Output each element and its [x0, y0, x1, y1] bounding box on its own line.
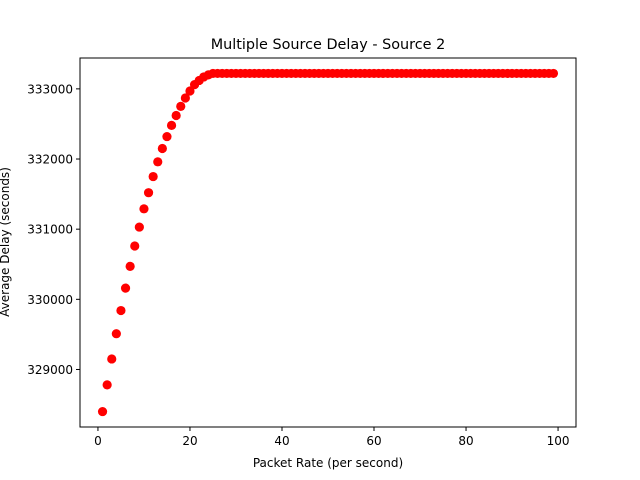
y-tick-label: 332000 [27, 153, 73, 167]
y-tick-label: 331000 [27, 223, 73, 237]
data-point [166, 120, 177, 130]
y-tick-label: 333000 [27, 82, 73, 96]
y-tick-label: 329000 [27, 363, 73, 377]
data-point [143, 188, 154, 198]
data-point [185, 86, 195, 96]
data-point [157, 143, 167, 154]
y-axis-label: Average Delay (seconds) [0, 167, 12, 317]
chart-title: Multiple Source Delay - Source 2 [211, 37, 446, 53]
data-point [125, 261, 135, 271]
x-tick-label: 60 [366, 434, 381, 448]
data-points [97, 68, 559, 417]
data-point [116, 305, 126, 316]
data-point [120, 283, 131, 293]
data-point [139, 204, 149, 214]
data-point [148, 171, 158, 182]
data-point [180, 93, 190, 103]
x-axis-label: Packet Rate (per second) [253, 456, 403, 470]
y-axis-ticks: 329000 330000 331000 332000 333000 [27, 82, 80, 377]
data-point [102, 380, 112, 390]
data-point [111, 329, 121, 339]
x-tick-label: 40 [274, 434, 289, 448]
plot-area [80, 58, 576, 427]
x-tick-label: 0 [94, 434, 102, 448]
x-tick-label: 20 [182, 434, 197, 448]
x-tick-label: 100 [547, 434, 570, 448]
data-point [107, 354, 117, 364]
data-point [162, 131, 172, 142]
data-point [171, 110, 181, 121]
x-axis-ticks: 0 20 40 60 80 100 [94, 427, 570, 448]
x-tick-label: 80 [458, 434, 473, 448]
data-point [176, 101, 186, 111]
data-point [134, 222, 144, 232]
data-point [153, 157, 163, 167]
data-point [97, 406, 108, 417]
plot-frame [79, 57, 577, 428]
data-point [130, 241, 140, 251]
data-point [548, 68, 559, 79]
y-tick-label: 330000 [27, 293, 73, 307]
